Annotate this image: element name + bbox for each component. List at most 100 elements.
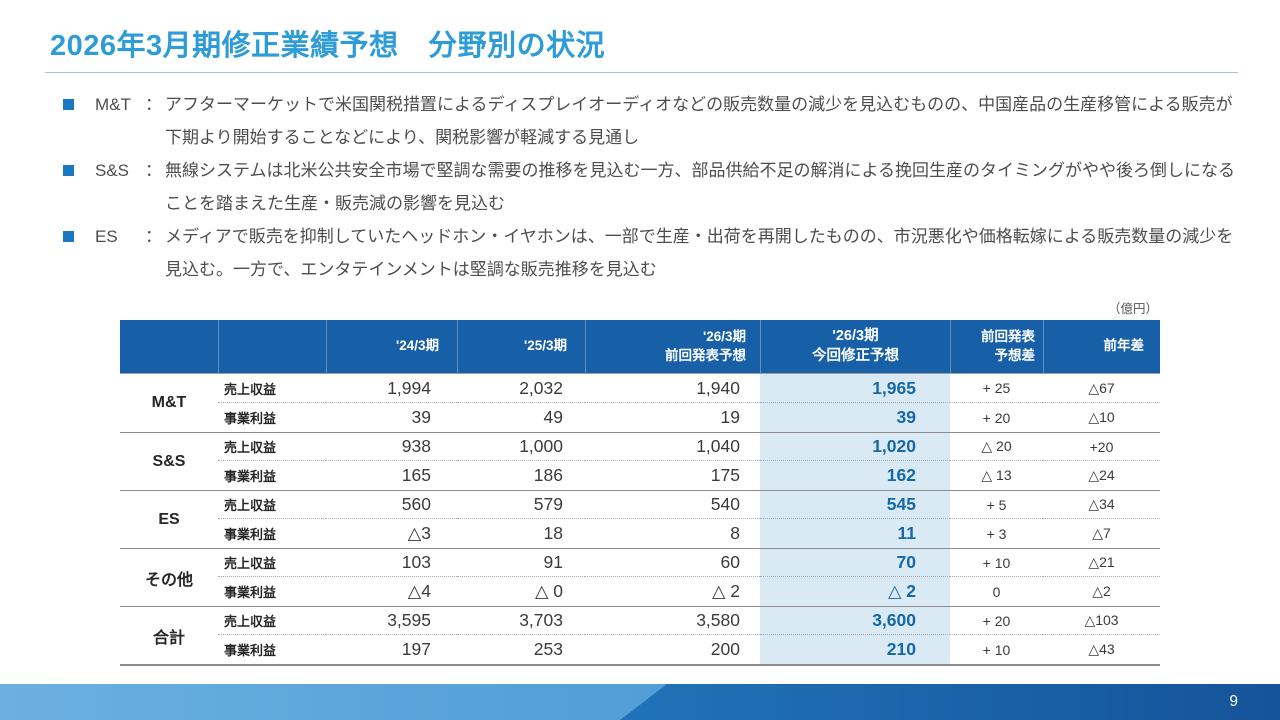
cell-fy26-prev: 8 xyxy=(730,523,740,543)
forecast-table: '24/3期 '25/3期 '26/3期 前回発表予想 '26/3期 今回修正予… xyxy=(120,320,1160,666)
header-fy26-prev-line1: '26/3期 xyxy=(703,329,746,345)
table-row: 事業利益 165 186 175 162 △ 13 △24 xyxy=(120,461,1160,490)
header-fy26-revised-line2: 今回修正予想 xyxy=(812,347,899,364)
metric-cell: 事業利益 xyxy=(224,411,277,426)
cell-fy26-revised: 210 xyxy=(760,635,950,664)
cell-fy26-prev: 1,940 xyxy=(585,374,760,403)
metric-cell: 売上収益 xyxy=(218,490,326,519)
cell-fy25: 1,000 xyxy=(457,432,585,461)
cell-fy26-prev: 60 xyxy=(585,548,760,577)
metric-cell: 売上収益 xyxy=(218,374,326,403)
cell-fy24: 39 xyxy=(411,407,431,427)
cell-diff-prev: + 20 xyxy=(982,409,1011,426)
segment-cell-mt: M&T xyxy=(151,394,187,411)
page-number: 9 xyxy=(1229,693,1238,710)
header-fy26-revised: '26/3期 今回修正予想 xyxy=(760,320,950,374)
cell-diff-prev: + 25 xyxy=(950,374,1043,403)
cell-diff-prev: + 3 xyxy=(986,525,1007,542)
cell-fy24: △3 xyxy=(407,523,431,543)
cell-fy24: △4 xyxy=(407,581,431,601)
table-row: 事業利益 197 253 200 210 + 10 △43 xyxy=(120,635,1160,664)
cell-fy26-revised: 545 xyxy=(760,490,950,519)
cell-yoy: △24 xyxy=(1088,467,1115,483)
cell-yoy: △103 xyxy=(1043,606,1160,635)
header-diff-prev-line1: 前回発表 xyxy=(981,329,1035,345)
metric-cell: 売上収益 xyxy=(218,548,326,577)
cell-fy25: 253 xyxy=(533,639,563,659)
cell-diff-prev: + 20 xyxy=(950,606,1043,635)
cell-fy26-revised: △ 2 xyxy=(760,577,950,606)
metric-cell: 事業利益 xyxy=(224,585,277,600)
cell-fy24: 103 xyxy=(326,548,457,577)
bullet-label: S&S xyxy=(95,161,130,180)
header-diff-prev: 前回発表 予想差 xyxy=(950,320,1043,374)
unit-label: （億円） xyxy=(1107,302,1158,316)
forecast-table-wrapper: '24/3期 '25/3期 '26/3期 前回発表予想 '26/3期 今回修正予… xyxy=(120,320,1160,666)
cell-fy26-prev: 3,580 xyxy=(585,606,760,635)
cell-yoy: △2 xyxy=(1092,583,1111,599)
cell-fy26-revised: 1,965 xyxy=(760,374,950,403)
cell-diff-prev: + 5 xyxy=(950,490,1043,519)
table-row: 合計 売上収益 3,595 3,703 3,580 3,600 + 20 △10… xyxy=(120,606,1160,647)
cell-fy26-prev: 1,040 xyxy=(585,432,760,461)
segment-cell-es: ES xyxy=(120,490,218,548)
cell-diff-prev: + 10 xyxy=(950,548,1043,577)
cell-yoy: △21 xyxy=(1043,548,1160,577)
cell-fy26-revised: 1,020 xyxy=(760,432,950,461)
bottom-bar-accent xyxy=(620,684,1280,720)
cell-fy24: 1,994 xyxy=(326,374,457,403)
cell-fy25: 186 xyxy=(533,465,563,485)
page-title: 2026年3月期修正業績予想 分野別の状況 xyxy=(50,30,606,62)
cell-fy24: 938 xyxy=(326,432,457,461)
table-row: 事業利益 39 49 19 39 + 20 △10 xyxy=(120,403,1160,432)
cell-fy26-prev: 200 xyxy=(710,639,740,659)
title-divider xyxy=(45,72,1238,73)
metric-cell: 事業利益 xyxy=(224,527,277,542)
cell-fy24: 560 xyxy=(326,490,457,519)
bullet-label: ES xyxy=(95,227,118,246)
bullet-label: M&T xyxy=(95,95,131,114)
table-row: その他 売上収益 103 91 60 70 + 10 △21 xyxy=(120,548,1160,589)
cell-yoy: △67 xyxy=(1043,374,1160,403)
bullet-separator: ： xyxy=(145,227,162,246)
header-fy26-revised-line1: '26/3期 xyxy=(832,327,879,344)
cell-fy24: 3,595 xyxy=(326,606,457,635)
header-fy26-prev-line2: 前回発表予想 xyxy=(665,347,746,363)
header-yoy: 前年差 xyxy=(1043,320,1160,374)
cell-fy26-prev: △ 2 xyxy=(711,581,740,601)
bullet-separator: ： xyxy=(145,95,162,114)
bullet-square-icon xyxy=(63,99,74,110)
bottom-bar: 9 xyxy=(0,684,1280,720)
table-row: S&S 売上収益 938 1,000 1,040 1,020 △ 20 +20 xyxy=(120,432,1160,470)
table-row: 事業利益 △4 △ 0 △ 2 △ 2 0 △2 xyxy=(120,577,1160,606)
metric-cell: 売上収益 xyxy=(218,432,326,461)
table-row: ES 売上収益 560 579 540 545 + 5 △34 xyxy=(120,490,1160,528)
cell-fy24: 197 xyxy=(401,639,431,659)
bullet-item-mt: M&T ： アフターマーケットで米国関税措置によるディスプレイオーディオなどの販… xyxy=(63,88,1243,154)
segment-cell-total: 合計 xyxy=(120,606,218,664)
table-row: M&T 売上収益 1,994 2,032 1,940 1,965 + 25 △6… xyxy=(120,374,1160,411)
cell-fy25: 3,703 xyxy=(457,606,585,635)
header-fy25: '25/3期 xyxy=(457,320,585,374)
cell-diff-prev: 0 xyxy=(992,583,1001,600)
bullet-separator: ： xyxy=(145,161,162,180)
bullet-square-icon xyxy=(63,165,74,176)
metric-cell: 事業利益 xyxy=(224,643,277,658)
header-diff-prev-line2: 予想差 xyxy=(994,347,1036,363)
metric-cell: 売上収益 xyxy=(218,606,326,635)
cell-fy26-revised: 162 xyxy=(760,461,950,490)
cell-diff-prev: △ 20 xyxy=(950,432,1043,461)
cell-fy25: 579 xyxy=(457,490,585,519)
metric-cell: 事業利益 xyxy=(224,469,277,484)
cell-yoy: △10 xyxy=(1088,409,1115,425)
header-metric xyxy=(218,320,326,374)
cell-diff-prev: △ 13 xyxy=(981,467,1012,483)
bullet-square-icon xyxy=(63,231,74,242)
cell-diff-prev: + 10 xyxy=(982,641,1011,658)
header-segment xyxy=(120,320,218,374)
bullet-item-ss: S&S ： 無線システムは北米公共安全市場で堅調な需要の推移を見込む一方、部品供… xyxy=(63,154,1243,220)
cell-fy26-revised: 11 xyxy=(760,519,950,548)
cell-fy25: 18 xyxy=(543,523,563,543)
bullet-list: M&T ： アフターマーケットで米国関税措置によるディスプレイオーディオなどの販… xyxy=(63,88,1243,286)
bullet-text: アフターマーケットで米国関税措置によるディスプレイオーディオなどの販売数量の減少… xyxy=(165,95,1233,147)
